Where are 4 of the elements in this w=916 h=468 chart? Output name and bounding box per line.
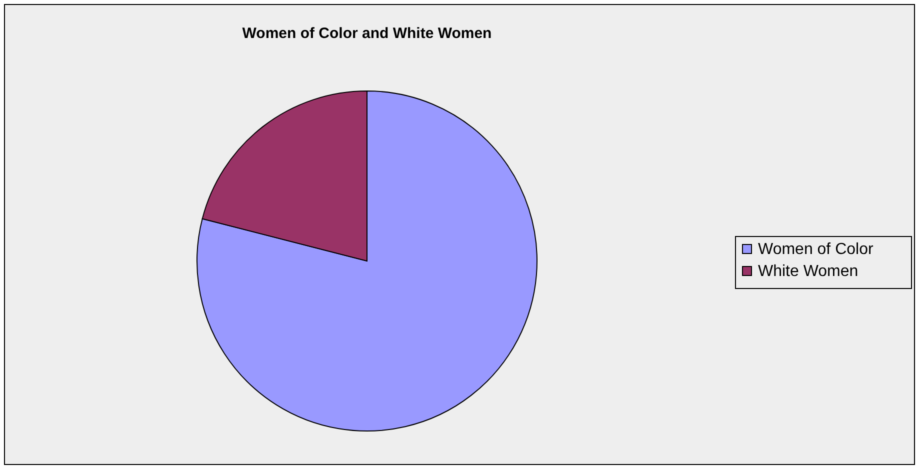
legend-label: White Women [758,263,858,280]
chart-title: Women of Color and White Women [242,25,492,42]
pie-slice [196,90,538,432]
legend-label: Women of Color [758,241,874,258]
